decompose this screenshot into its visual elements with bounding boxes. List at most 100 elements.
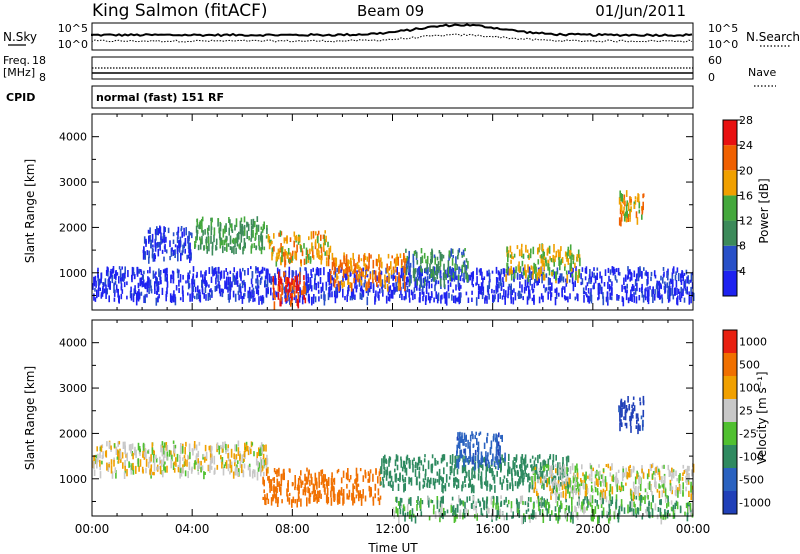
range-time-cell xyxy=(182,290,184,297)
range-time-cell xyxy=(535,273,537,279)
range-time-cell xyxy=(547,458,550,462)
range-time-cell xyxy=(164,461,166,465)
range-time-cell xyxy=(439,272,441,279)
range-time-cell xyxy=(269,484,271,493)
range-time-cell xyxy=(549,467,551,475)
range-time-cell xyxy=(235,237,237,244)
range-time-cell xyxy=(395,454,398,462)
range-time-cell xyxy=(502,281,505,287)
range-time-cell xyxy=(631,510,634,516)
range-time-cell xyxy=(649,285,651,290)
range-time-cell xyxy=(452,255,454,259)
colorbar-segment xyxy=(723,195,737,221)
range-time-cell xyxy=(594,474,597,479)
range-time-cell xyxy=(526,463,529,468)
range-time-cell xyxy=(588,274,591,280)
range-time-cell xyxy=(644,296,647,301)
range-time-cell xyxy=(556,466,559,476)
range-time-cell xyxy=(235,277,237,285)
range-time-cell xyxy=(221,447,224,453)
range-time-cell xyxy=(448,292,450,299)
range-time-cell xyxy=(655,466,657,473)
range-time-cell xyxy=(156,464,159,472)
range-time-cell xyxy=(540,254,543,259)
range-time-cell xyxy=(559,273,562,283)
range-time-cell xyxy=(440,457,443,464)
range-time-cell xyxy=(320,234,322,241)
range-time-cell xyxy=(500,286,503,291)
range-time-cell xyxy=(526,296,529,305)
range-time-cell xyxy=(615,268,618,273)
range-time-cell xyxy=(324,251,326,256)
range-time-cell xyxy=(307,257,310,263)
range-time-cell xyxy=(279,285,281,292)
range-time-cell xyxy=(477,283,480,291)
range-time-cell xyxy=(177,252,179,262)
range-time-cell xyxy=(537,247,539,255)
range-time-cell xyxy=(491,288,493,294)
range-time-cell xyxy=(318,490,321,498)
range-time-cell xyxy=(162,269,165,274)
range-time-cell xyxy=(319,267,322,276)
range-time-cell xyxy=(312,483,315,492)
range-time-cell xyxy=(410,477,413,486)
range-time-cell xyxy=(96,457,98,465)
range-time-cell xyxy=(625,211,627,219)
range-time-cell xyxy=(391,255,393,259)
range-time-cell xyxy=(119,268,122,278)
range-time-cell xyxy=(639,266,641,274)
range-time-cell xyxy=(311,274,313,279)
range-time-cell xyxy=(177,226,180,233)
range-time-cell xyxy=(418,466,421,471)
range-time-cell xyxy=(219,224,222,232)
range-time-cell xyxy=(501,295,504,300)
range-time-cell xyxy=(552,269,555,275)
range-time-cell xyxy=(263,444,265,452)
range-time-cell xyxy=(140,277,143,282)
range-time-cell xyxy=(568,491,571,499)
range-time-cell xyxy=(229,289,231,298)
range-time-cell xyxy=(211,246,214,256)
range-time-cell xyxy=(602,296,605,306)
range-time-cell xyxy=(504,296,506,300)
range-time-cell xyxy=(182,294,184,302)
range-time-cell xyxy=(193,462,196,469)
range-time-cell xyxy=(252,224,254,230)
range-time-cell xyxy=(512,297,515,305)
range-time-cell xyxy=(685,486,687,492)
range-time-cell xyxy=(256,274,259,281)
range-time-cell xyxy=(247,268,249,276)
range-time-cell xyxy=(556,483,559,488)
range-time-cell xyxy=(265,444,267,452)
range-time-cell xyxy=(151,233,154,243)
range-time-cell xyxy=(168,449,171,457)
range-time-cell xyxy=(481,282,484,290)
range-time-cell xyxy=(217,274,219,283)
range-time-cell xyxy=(667,285,670,294)
range-time-cell xyxy=(558,292,560,297)
date-title: 01/Jun/2011 xyxy=(595,2,686,20)
range-time-cell xyxy=(392,282,394,287)
range-time-cell xyxy=(292,270,294,277)
range-time-cell xyxy=(443,485,445,489)
range-time-cell xyxy=(381,458,383,467)
range-time-cell xyxy=(522,470,524,476)
range-time-cell xyxy=(559,505,561,513)
range-time-cell xyxy=(558,280,560,284)
range-time-cell xyxy=(481,271,483,280)
range-time-cell xyxy=(301,296,304,305)
range-time-cell xyxy=(673,509,676,514)
range-time-cell xyxy=(210,288,212,293)
range-time-cell xyxy=(455,256,457,266)
range-time-cell xyxy=(405,456,408,465)
range-time-cell xyxy=(509,466,511,475)
range-time-cell xyxy=(286,292,289,301)
range-time-cell xyxy=(486,506,489,514)
range-time-cell xyxy=(116,272,119,276)
range-time-cell xyxy=(227,276,230,286)
range-time-cell xyxy=(162,456,165,465)
range-time-cell xyxy=(485,470,487,478)
range-time-cell xyxy=(531,481,534,490)
range-time-cell xyxy=(300,245,302,253)
range-time-cell xyxy=(266,280,269,288)
